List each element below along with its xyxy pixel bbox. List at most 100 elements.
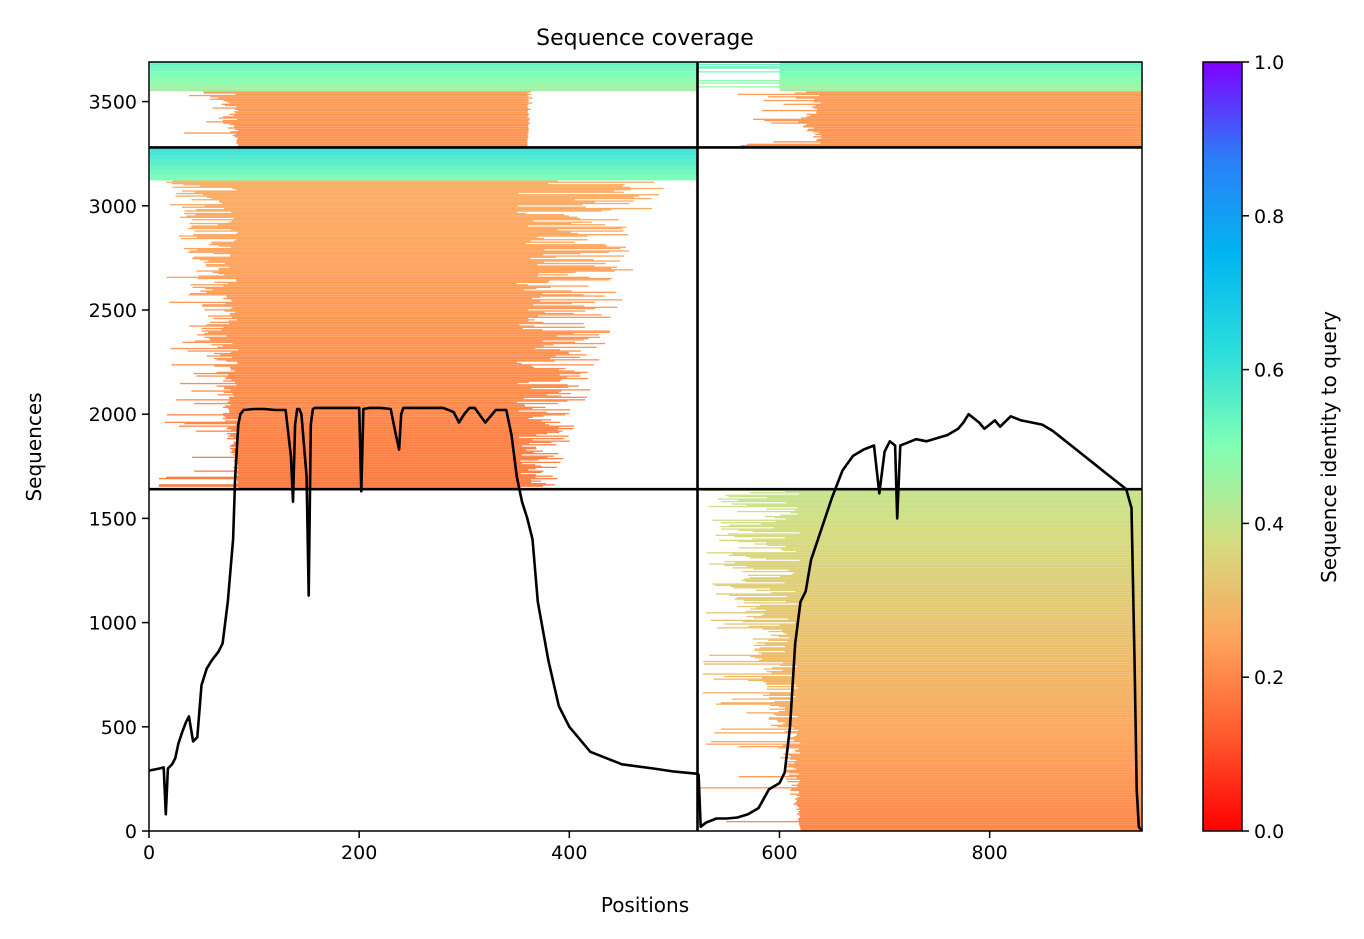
coverage-row [770,588,1141,590]
coverage-row [790,758,1141,760]
coverage-row [208,260,620,262]
coverage-row [816,139,1141,142]
coverage-row [752,530,1141,533]
coverage-row [806,113,1141,115]
coverage-row [238,144,528,147]
coverage-row [771,122,1141,124]
coverage-row [779,88,1141,90]
coverage-row [762,694,1141,696]
coverage-row [150,155,697,157]
coverage-row [800,742,1141,744]
coverage-row [223,207,652,210]
coverage-row [231,379,562,381]
coverage-row [219,201,595,203]
coverage-row [795,798,1141,800]
coverage-row [238,486,518,488]
coverage-row [222,119,529,122]
coverage-row [797,786,1141,788]
coverage-row [796,804,1141,806]
coverage-row [718,498,1141,500]
coverage-block-top-left [150,62,697,148]
coverage-row [234,111,528,113]
coverage-row [172,182,549,185]
coverage-row [236,141,528,143]
coverage-row [799,822,1141,824]
coverage-row [230,367,566,370]
coverage-row [754,649,1141,651]
coverage-row [237,138,528,140]
coverage-row [229,400,568,402]
coverage-row [196,236,537,238]
coverage-row [768,96,1141,98]
y-tick-label: 2500 [89,300,137,322]
coverage-row [237,129,529,132]
coverage-row [789,737,1141,739]
coverage-row [226,296,541,298]
coverage-row [150,89,697,92]
coverage-row [815,133,1141,135]
coverage-row [784,537,1141,539]
coverage-row [237,362,522,365]
coverage-row [706,552,1141,554]
coverage-row [821,134,1141,137]
coverage-row [737,605,1141,608]
coverage-row [771,724,1141,726]
y-tick-label: 1000 [89,613,137,635]
coverage-row [150,74,697,77]
coverage-row [230,131,529,133]
coverage-row [176,399,586,401]
coverage-row [150,159,697,161]
coverage-row [779,69,1141,72]
coverage-row [798,806,1141,808]
coverage-row [235,424,550,426]
coverage-row [784,582,1141,584]
coverage-row [230,434,537,436]
coverage-row [709,563,1141,565]
coverage-row [791,573,1141,575]
coverage-row [783,753,1141,755]
coverage-row [698,82,1141,84]
coverage-row [754,648,1141,650]
coverage-row [744,602,1141,604]
coverage-row [817,108,1141,110]
coverage-row [234,128,529,130]
coverage-row [779,83,1141,85]
coverage-row [202,305,585,307]
coverage-row [785,545,1141,548]
coverage-row [790,512,1141,514]
coverage-row [150,167,697,170]
coverage-row [796,797,1141,799]
coverage-row [753,644,1141,646]
coverage-row [814,98,1141,100]
coverage-row [698,67,1141,69]
coverage-row [816,138,1141,140]
coverage-row [150,174,697,176]
coverage-row [237,455,554,457]
coverage-row [771,592,1141,594]
coverage-row [793,727,1141,729]
coverage-row [228,320,529,322]
coverage-row [230,307,596,310]
coverage-row [196,270,615,272]
heatmap-layer [150,62,1141,831]
coverage-row [191,219,619,221]
coverage-row [735,562,1141,564]
coverage-row [799,817,1141,819]
coverage-row [236,280,550,282]
coverage-row [232,306,618,308]
coverage-row [228,127,529,129]
coverage-row [231,229,558,231]
coverage-row [208,331,610,333]
coverage-row [794,92,1141,94]
coverage-row [767,686,1141,688]
coverage-row [222,202,630,205]
coverage-row [800,779,1141,781]
coverage-row [776,714,1141,716]
coverage-row [750,608,1141,610]
coverage-row [725,494,1141,496]
coverage-row [726,821,1141,823]
coverage-row [771,634,1141,636]
coverage-row [150,68,697,70]
coverage-row [787,761,1141,763]
coverage-row [777,721,1141,723]
